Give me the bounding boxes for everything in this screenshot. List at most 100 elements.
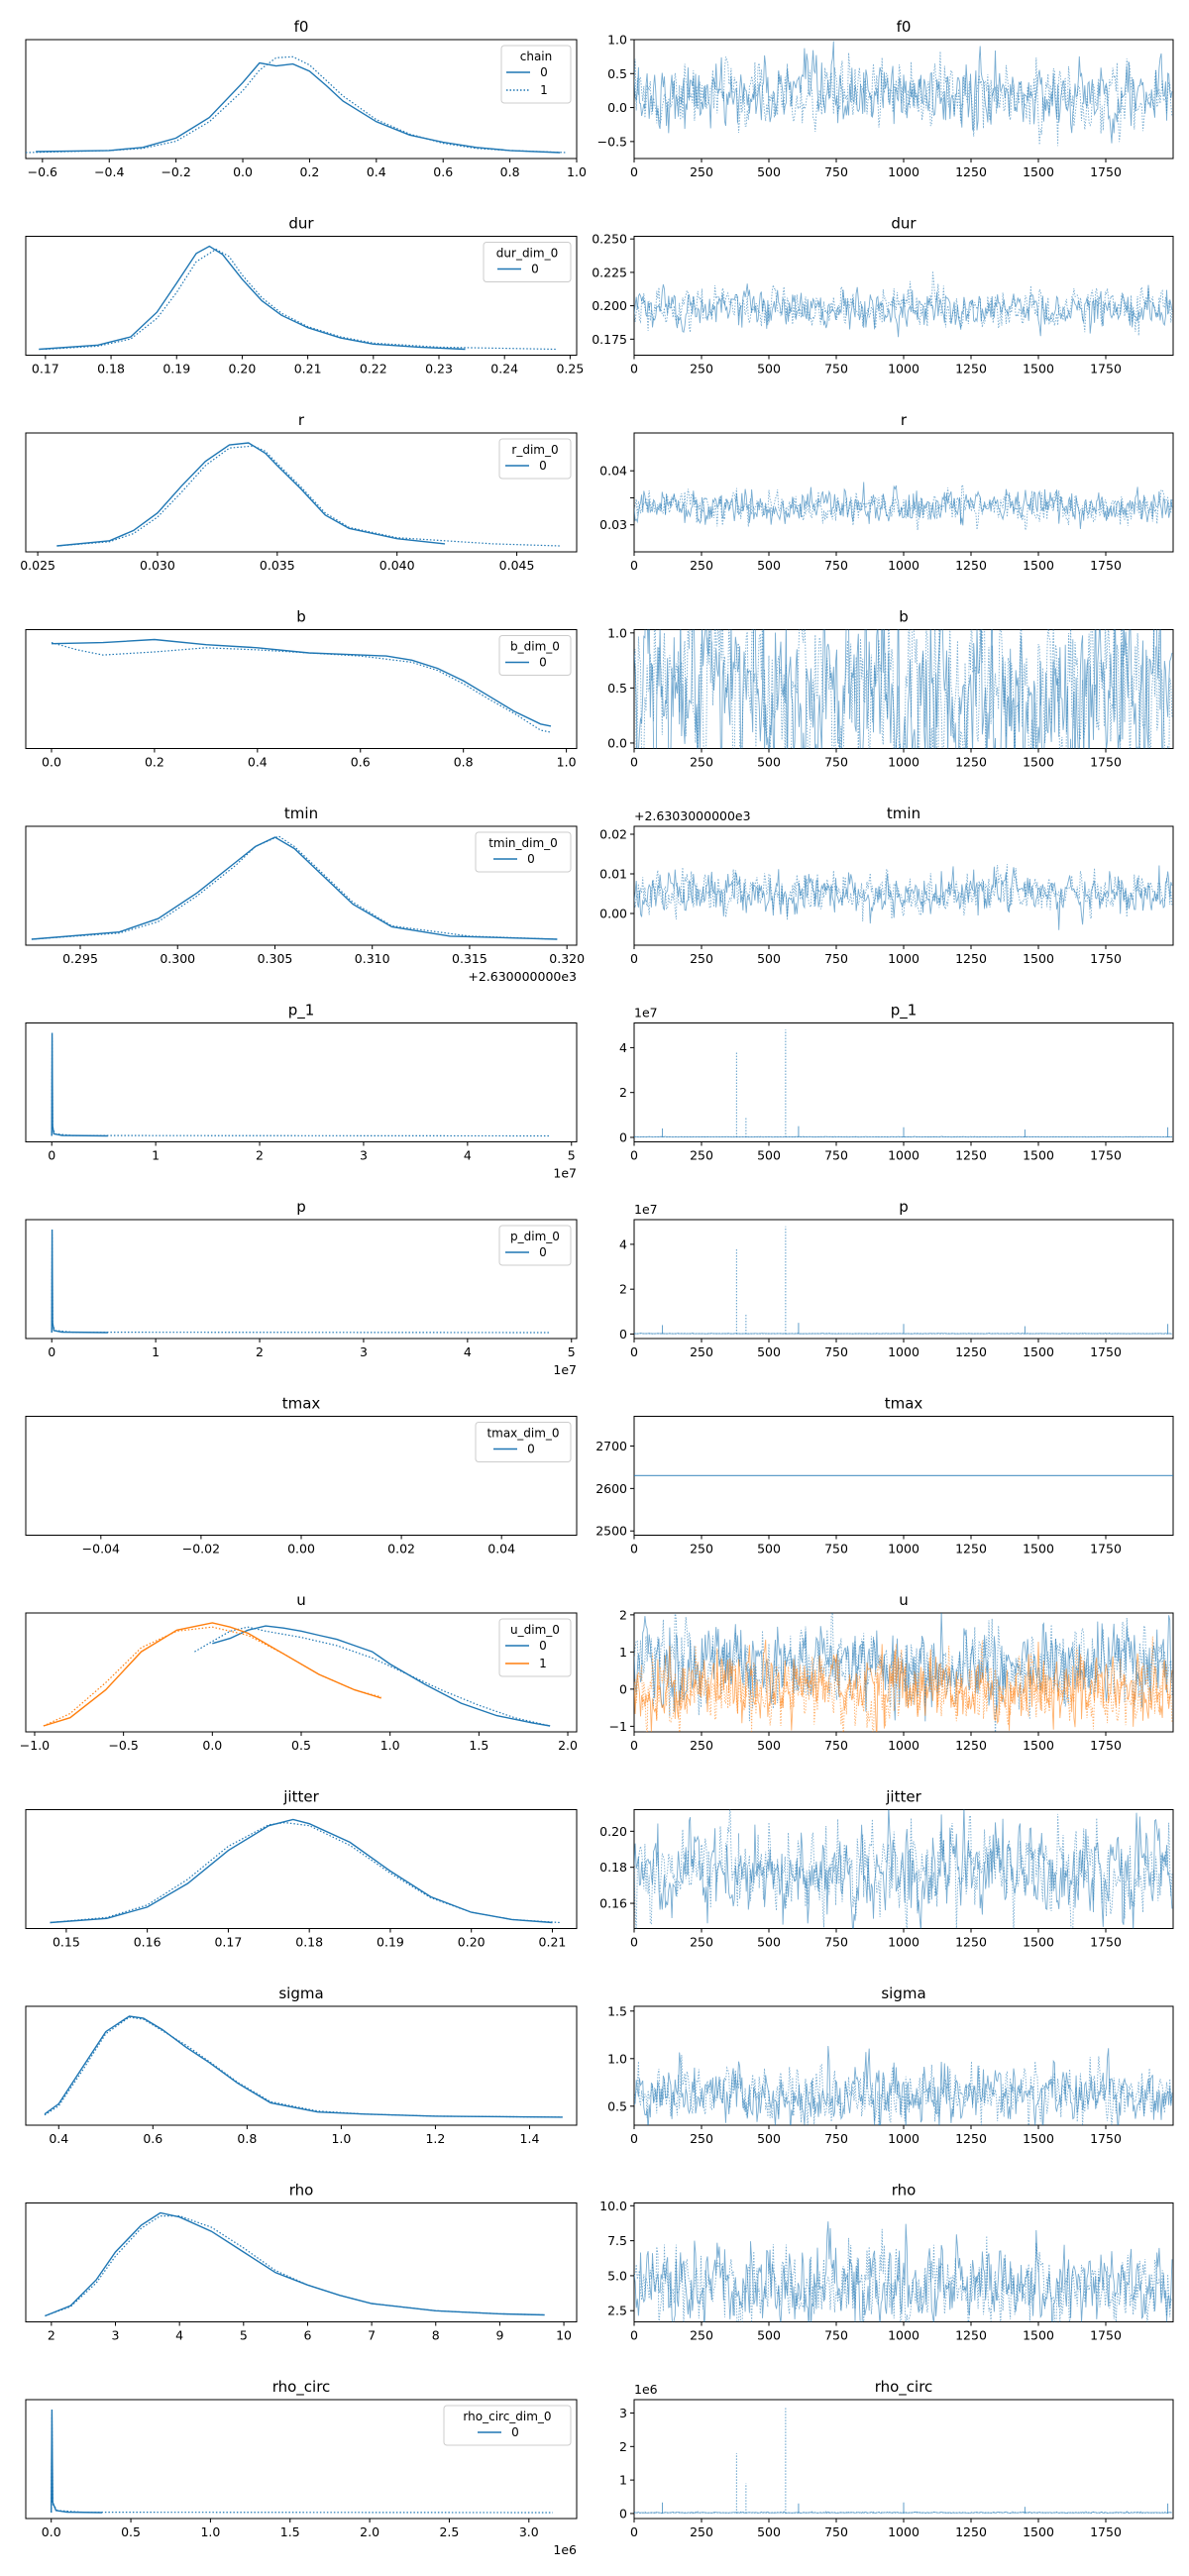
trace-xtick-label-rho: 0 — [630, 2328, 638, 2343]
kde-legend-tmax: tmax_dim_0 0 — [475, 1422, 572, 1462]
kde-xtick-label-p: 4 — [464, 1344, 472, 1359]
legend-entry: 0 — [531, 263, 539, 276]
kde-title-p: p — [296, 1198, 306, 1216]
trace-xtick-label-rho_circ: 0 — [630, 2524, 638, 2539]
legend-box — [498, 635, 572, 676]
trace-ytick-label-rho: 7.5 — [607, 2233, 627, 2248]
kde-panel-b: b 0.0 0.2 0.4 0.6 0.8 1.0 b_dim_0 0 — [25, 608, 578, 770]
trace-xtick-label-rho_circ: 250 — [690, 2524, 713, 2539]
kde-xtick-label-p_1: 4 — [464, 1148, 472, 1163]
legend-entry: 0 — [527, 1443, 535, 1456]
trace-xtick-label-jitter: 1250 — [955, 1935, 987, 1950]
trace-title-tmax: tmax — [885, 1395, 923, 1413]
row-p: p 0 1 2 3 4 5 1e7 p_dim_0 0 p 0 250 500 750 1000 1250 150… — [25, 1198, 1174, 1377]
trace-xtick-label-p: 1000 — [888, 1344, 919, 1359]
trace-ytick-label-dur: 0.225 — [592, 265, 627, 279]
trace-xtick-label-tmin: 250 — [690, 951, 713, 966]
kde-panel-dur: dur 0.17 0.18 0.19 0.20 0.21 0.22 0.23 0.24 0.25 d… — [25, 215, 584, 376]
kde-xtick-label-p_1: 1 — [152, 1148, 160, 1163]
kde-series-f0-0 — [36, 61, 561, 154]
trace-ytick-label-sigma: 1.5 — [607, 2003, 627, 2018]
trace-xtick-label-sigma: 1000 — [888, 2131, 919, 2146]
trace-lines-tmin — [634, 864, 1173, 930]
trace-xtick-label-p_1: 1500 — [1023, 1148, 1054, 1163]
trace-xtick-label-jitter: 1000 — [888, 1935, 919, 1950]
kde-xtick-label-rho: 10 — [556, 2328, 572, 2343]
kde-title-rho: rho — [289, 2182, 314, 2200]
kde-series-u-2 — [43, 1622, 381, 1727]
trace-xtick-label-u: 1750 — [1090, 1738, 1122, 1753]
kde-series-dur-1 — [45, 248, 558, 351]
trace-xtick-label-rho: 250 — [690, 2328, 713, 2343]
kde-xtick-label-u: −1.0 — [20, 1738, 50, 1753]
kde-title-sigma: sigma — [278, 1985, 323, 2002]
trace-xtick-label-b: 1750 — [1090, 755, 1122, 770]
kde-xtick-label-jitter: 0.17 — [214, 1935, 242, 1950]
kde-xtick-label-rho_circ: 3.0 — [519, 2524, 539, 2539]
kde-xtick-label-tmax: −0.02 — [182, 1542, 220, 1556]
kde-xtick-label-rho_circ: 0.0 — [42, 2524, 61, 2539]
trace-ytick-label-tmax: 2700 — [595, 1439, 627, 1453]
legend-entry: 0 — [540, 65, 548, 79]
kde-xtick-label-u: 2.0 — [558, 1738, 578, 1753]
kde-xtick-label-jitter: 0.15 — [53, 1935, 80, 1950]
trace-xtick-label-b: 250 — [690, 755, 713, 770]
kde-xtick-label-rho_circ: 2.0 — [360, 2524, 379, 2539]
kde-xtick-label-b: 0.8 — [454, 755, 474, 770]
kde-xtick-label-r: 0.045 — [499, 558, 535, 573]
trace-lines-u — [634, 1613, 1173, 1732]
trace-xtick-label-tmax: 1000 — [888, 1542, 919, 1556]
kde-xtick-label-jitter: 0.18 — [295, 1935, 323, 1950]
trace-xtick-label-jitter: 250 — [690, 1935, 713, 1950]
kde-xtick-label-sigma: 1.4 — [520, 2131, 540, 2146]
trace-xtick-label-tmin: 1500 — [1023, 951, 1054, 966]
kde-xtick-label-tmin: 0.295 — [62, 951, 98, 966]
trace-xtick-label-u: 250 — [690, 1738, 713, 1753]
trace-xtick-label-jitter: 500 — [757, 1935, 781, 1950]
trace-title-b: b — [899, 608, 909, 626]
kde-frame-dur — [25, 236, 578, 356]
kde-xtick-label-dur: 0.19 — [162, 362, 190, 376]
kde-offset-label-p_1: 1e7 — [553, 1166, 577, 1181]
kde-xtick-label-rho_circ: 1.5 — [280, 2524, 300, 2539]
trace-panel-p: p 0 250 500 750 1000 1250 1500 1750 0 2 4 1e7 — [619, 1198, 1174, 1359]
kde-xtick-label-rho_circ: 1.0 — [200, 2524, 220, 2539]
trace-xtick-label-p_1: 1750 — [1090, 1148, 1122, 1163]
kde-series-sigma-0 — [44, 2015, 563, 2118]
kde-series-rho_circ-0 — [51, 2409, 103, 2514]
trace-ytick-label-b: 1.0 — [607, 625, 627, 640]
trace-panel-b: b 0 250 500 750 1000 1250 1500 1750 0.0 0.5 1.0 — [607, 608, 1174, 770]
kde-xtick-label-f0: 0.0 — [233, 164, 253, 179]
trace-xtick-label-r: 1750 — [1090, 558, 1122, 573]
kde-xtick-label-tmax: 0.02 — [387, 1542, 415, 1556]
trace-xtick-label-p: 1500 — [1023, 1344, 1054, 1359]
trace-lines-p — [634, 1226, 1172, 1335]
kde-xtick-label-rho_circ: 0.5 — [121, 2524, 141, 2539]
kde-xtick-label-r: 0.040 — [379, 558, 415, 573]
kde-legend-tmin: tmin_dim_0 0 — [475, 831, 572, 873]
kde-xtick-label-rho_circ: 2.5 — [439, 2524, 459, 2539]
kde-series-rho-0 — [45, 2211, 545, 2317]
legend-box — [498, 438, 572, 480]
trace-series-r-0 — [634, 482, 1173, 530]
trace-xtick-label-sigma: 1250 — [955, 2131, 987, 2146]
trace-ytick-label-rho: 10.0 — [599, 2199, 627, 2213]
row-p_1: p_1 0 1 2 3 4 5 1e7 p_1 0 250 500 750 1000 1250 1500 175… — [25, 1002, 1174, 1181]
kde-panel-sigma: sigma 0.4 0.6 0.8 1.0 1.2 1.4 — [25, 1985, 578, 2146]
trace-panel-rho: rho 0 250 500 750 1000 1250 1500 1750 2.5 5.0 7.5 10… — [599, 2182, 1174, 2343]
kde-xtick-label-rho: 3 — [112, 2328, 120, 2343]
trace-xtick-label-b: 1500 — [1023, 755, 1054, 770]
kde-xtick-label-p_1: 2 — [256, 1148, 264, 1163]
kde-panel-rho_circ: rho_circ 0.0 0.5 1.0 1.5 2.0 2.5 3.0 1e6 rho_circ… — [25, 2378, 578, 2557]
trace-ytick-label-f0: 1.0 — [607, 33, 627, 48]
kde-xtick-label-dur: 0.20 — [229, 362, 257, 376]
trace-xtick-label-sigma: 500 — [757, 2131, 781, 2146]
trace-ytick-label-r: 0.03 — [599, 517, 627, 532]
trace-ytick-label-tmin: 0.01 — [599, 867, 627, 882]
kde-xtick-label-jitter: 0.20 — [458, 1935, 486, 1950]
trace-ytick-label-b: 0.5 — [607, 681, 627, 696]
row-r: r 0.025 0.030 0.035 0.040 0.045 r_dim_0 0 r 0 250 5… — [20, 411, 1174, 573]
kde-title-rho_circ: rho_circ — [272, 2378, 331, 2397]
